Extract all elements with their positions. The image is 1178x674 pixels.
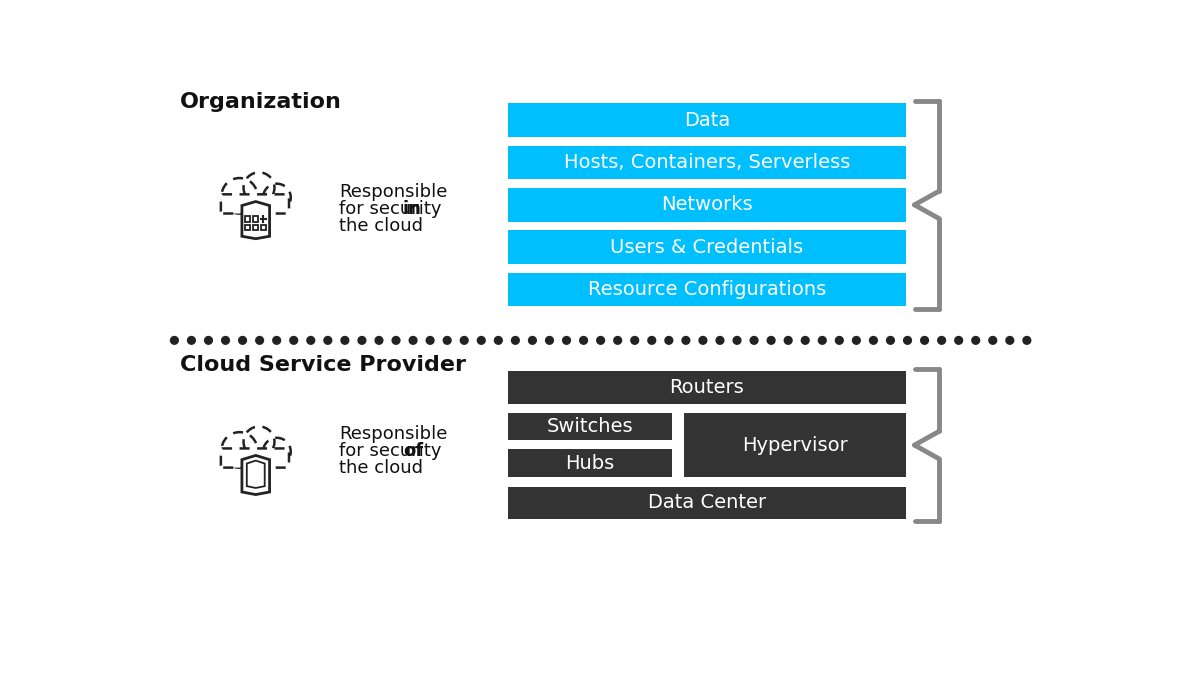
Circle shape: [239, 336, 246, 344]
Circle shape: [290, 336, 298, 344]
Bar: [245, 225, 250, 230]
FancyBboxPatch shape: [221, 194, 289, 214]
Circle shape: [187, 336, 196, 344]
Text: Data Center: Data Center: [648, 493, 766, 512]
Text: the cloud: the cloud: [339, 216, 423, 235]
Bar: [253, 216, 258, 222]
Circle shape: [340, 336, 349, 344]
Circle shape: [477, 336, 485, 344]
Circle shape: [529, 336, 536, 344]
FancyBboxPatch shape: [508, 412, 671, 441]
Circle shape: [631, 336, 638, 344]
Text: Responsible: Responsible: [339, 425, 448, 443]
Circle shape: [767, 336, 775, 344]
Circle shape: [972, 336, 980, 344]
Circle shape: [307, 336, 315, 344]
FancyBboxPatch shape: [221, 448, 289, 468]
Text: Responsible: Responsible: [339, 183, 448, 201]
Circle shape: [664, 336, 673, 344]
FancyBboxPatch shape: [508, 487, 906, 519]
Circle shape: [1023, 336, 1031, 344]
Circle shape: [699, 336, 707, 344]
Circle shape: [375, 336, 383, 344]
Circle shape: [273, 336, 280, 344]
FancyBboxPatch shape: [508, 188, 906, 222]
Circle shape: [324, 336, 332, 344]
Text: Cloud Service Provider: Cloud Service Provider: [180, 355, 465, 375]
Circle shape: [835, 336, 843, 344]
Bar: [260, 225, 266, 230]
Text: Users & Credentials: Users & Credentials: [610, 238, 803, 257]
Circle shape: [545, 336, 554, 344]
Polygon shape: [241, 202, 270, 239]
Circle shape: [819, 336, 826, 344]
Text: the cloud: the cloud: [339, 459, 423, 477]
Circle shape: [597, 336, 604, 344]
Bar: [245, 216, 250, 222]
Text: for security: for security: [339, 200, 448, 218]
Circle shape: [750, 336, 757, 344]
Circle shape: [938, 336, 946, 344]
Circle shape: [205, 336, 212, 344]
Circle shape: [904, 336, 912, 344]
Circle shape: [580, 336, 588, 344]
FancyBboxPatch shape: [508, 449, 671, 477]
Text: Switches: Switches: [547, 417, 633, 436]
Bar: [253, 225, 258, 230]
Polygon shape: [241, 456, 270, 495]
Circle shape: [461, 336, 468, 344]
Text: Networks: Networks: [661, 195, 753, 214]
Circle shape: [563, 336, 570, 344]
Text: Resource Configurations: Resource Configurations: [588, 280, 826, 299]
Circle shape: [869, 336, 878, 344]
Circle shape: [1006, 336, 1014, 344]
Text: Data: Data: [683, 111, 730, 129]
Circle shape: [409, 336, 417, 344]
Circle shape: [511, 336, 519, 344]
FancyBboxPatch shape: [508, 371, 906, 404]
FancyBboxPatch shape: [508, 103, 906, 137]
Circle shape: [801, 336, 809, 344]
Text: Hubs: Hubs: [565, 454, 615, 472]
Circle shape: [256, 336, 264, 344]
Circle shape: [392, 336, 399, 344]
Circle shape: [921, 336, 928, 344]
Text: Hosts, Containers, Serverless: Hosts, Containers, Serverless: [563, 153, 851, 172]
Circle shape: [733, 336, 741, 344]
Circle shape: [648, 336, 656, 344]
Text: for security: for security: [339, 442, 448, 460]
Circle shape: [785, 336, 792, 344]
Text: Organization: Organization: [180, 92, 342, 112]
Circle shape: [495, 336, 502, 344]
Text: Routers: Routers: [669, 378, 744, 397]
Circle shape: [887, 336, 894, 344]
Circle shape: [358, 336, 366, 344]
Circle shape: [955, 336, 962, 344]
Circle shape: [853, 336, 860, 344]
FancyBboxPatch shape: [508, 231, 906, 264]
Text: Hypervisor: Hypervisor: [742, 435, 848, 454]
Circle shape: [443, 336, 451, 344]
Circle shape: [171, 336, 178, 344]
FancyBboxPatch shape: [684, 412, 906, 477]
Circle shape: [682, 336, 690, 344]
Circle shape: [716, 336, 723, 344]
Text: of: of: [403, 442, 423, 460]
Circle shape: [426, 336, 434, 344]
FancyBboxPatch shape: [508, 272, 906, 307]
Circle shape: [221, 336, 230, 344]
FancyBboxPatch shape: [508, 146, 906, 179]
Circle shape: [614, 336, 622, 344]
Circle shape: [988, 336, 997, 344]
Text: in: in: [403, 200, 422, 218]
